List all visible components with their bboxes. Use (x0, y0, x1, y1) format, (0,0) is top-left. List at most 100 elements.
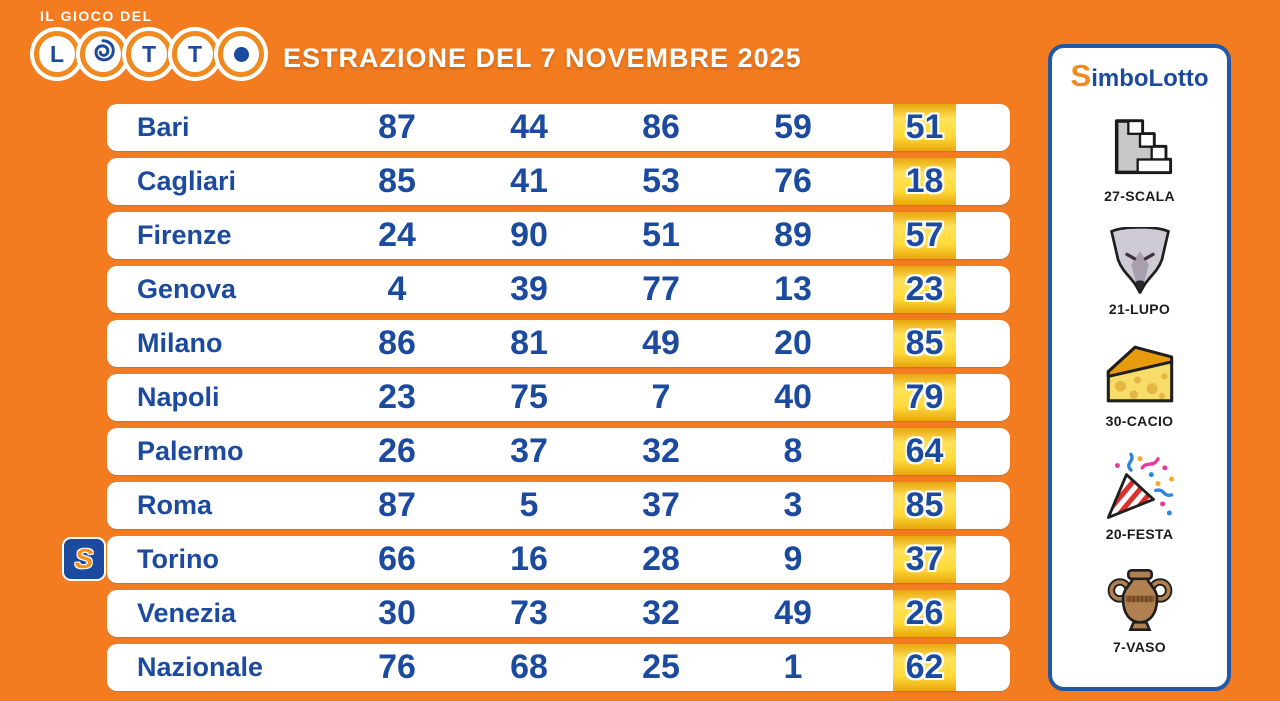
wheel-name: Torino (137, 544, 219, 574)
fifth-number-highlight: 79 (893, 374, 956, 421)
dot-o-icon (233, 46, 249, 62)
wheel-name: Palermo (137, 436, 244, 466)
fifth-number-highlight: 62 (893, 644, 956, 691)
drawn-number: 23 (378, 378, 416, 416)
symbol-label: 7-VASO (1113, 639, 1166, 656)
lotto-letter-l: L (30, 27, 84, 81)
symbol-festa: 20-FESTA (1100, 451, 1180, 542)
table-row-nazionale: Nazionale 76 68 25 1 62 (107, 644, 1010, 691)
wheel-name: Venezia (137, 598, 237, 628)
drawn-number: 9 (783, 540, 803, 578)
table-row-genova: Genova 4 39 77 13 23 (107, 266, 1010, 313)
table-row-bari: Bari 87 44 86 59 51 (107, 104, 1010, 151)
stairs-icon (1100, 113, 1180, 185)
drawn-number: 32 (642, 432, 680, 470)
drawn-number: 86 (378, 324, 416, 362)
amphora-icon (1100, 564, 1180, 636)
fifth-number-highlight: 23 (893, 266, 956, 313)
wolf-icon (1100, 226, 1180, 298)
simbolotto-wheel-badge: S (62, 537, 106, 581)
fifth-number-highlight: 85 (893, 482, 956, 529)
lotto-logo-circles: L T T (30, 27, 268, 81)
drawn-number: 44 (510, 108, 548, 146)
drawn-number: 3 (783, 486, 803, 524)
drawn-number: 76 (774, 162, 812, 200)
fifth-number-highlight: 26 (893, 590, 956, 637)
table-row-napoli: Napoli 23 75 7 40 79 (107, 374, 1010, 421)
table-row-venezia: Venezia 30 73 32 49 26 (107, 590, 1010, 637)
symbol-lupo: 21-LUPO (1100, 226, 1180, 317)
drawn-number: 20 (774, 324, 812, 362)
wheel-name: Genova (137, 274, 237, 304)
drawn-number: 68 (510, 648, 548, 686)
page-title: ESTRAZIONE DEL 7 NOVEMBRE 2025 (283, 43, 802, 73)
drawn-number: 81 (510, 324, 548, 362)
fifth-number-highlight: 57 (893, 212, 956, 259)
lotto-logo-tagline: IL GIOCO DEL (40, 8, 153, 24)
drawn-number: 49 (642, 324, 680, 362)
drawn-number: 4 (387, 270, 407, 308)
wheel-name: Nazionale (137, 652, 264, 682)
table-row-milano: Milano 86 81 49 20 85 (107, 320, 1010, 367)
simbolotto-symbols: 27-SCALA 21-LUPO (1052, 91, 1227, 677)
wheel-name: Bari (137, 112, 190, 142)
wheel-name: Milano (137, 328, 223, 358)
drawn-number: 7 (651, 378, 671, 416)
drawn-number: 39 (510, 270, 548, 308)
fifth-number-highlight: 85 (893, 320, 956, 367)
drawn-number: 75 (510, 378, 548, 416)
lotto-letter-t2: T (168, 27, 222, 81)
fifth-number-highlight: 18 (893, 158, 956, 205)
symbol-label: 20-FESTA (1105, 526, 1174, 543)
symbol-label: 27-SCALA (1104, 187, 1175, 204)
simbolotto-panel: SimboLotto 27-SCALA (1048, 44, 1231, 691)
drawn-number: 37 (642, 486, 680, 524)
wheel-name: Cagliari (137, 166, 237, 196)
drawn-number: 41 (510, 162, 548, 200)
drawn-number: 89 (774, 216, 812, 254)
fifth-number-highlight: 64 (893, 428, 956, 475)
drawn-number: 87 (378, 108, 416, 146)
symbol-label: 30-CACIO (1105, 413, 1174, 430)
wheel-name: Napoli (137, 382, 220, 412)
symbol-label: 21-LUPO (1108, 300, 1171, 317)
fifth-number-highlight: 37 (893, 536, 956, 583)
table-row-palermo: Palermo 26 37 32 8 64 (107, 428, 1010, 475)
drawn-number: 24 (378, 216, 416, 254)
drawn-number: 77 (642, 270, 680, 308)
lotto-letter-t1: T (122, 27, 176, 81)
drawn-number: 1 (783, 648, 803, 686)
lotto-letter-o-spiral (76, 27, 130, 81)
table-row-cagliari: Cagliari 85 41 53 76 18 (107, 158, 1010, 205)
simbolotto-title-rest: imboLotto (1091, 65, 1209, 92)
drawn-number: 87 (378, 486, 416, 524)
drawn-number: 90 (510, 216, 548, 254)
table-row-firenze: Firenze 24 90 51 89 57 (107, 212, 1010, 259)
symbol-scala: 27-SCALA (1100, 113, 1180, 204)
lotto-letter-o-dot (214, 27, 268, 81)
drawn-number: 13 (774, 270, 812, 308)
drawn-number: 49 (774, 594, 812, 632)
table-row-roma: Roma 87 5 37 3 85 (107, 482, 1010, 529)
wheel-name: Firenze (137, 220, 232, 250)
drawn-number: 16 (510, 540, 548, 578)
drawn-number: 8 (783, 432, 803, 470)
drawn-number: 25 (642, 648, 680, 686)
drawn-number: 53 (642, 162, 680, 200)
symbol-cacio: 30-CACIO (1100, 338, 1180, 429)
lotto-logo: IL GIOCO DEL L T T (30, 8, 268, 81)
simbolotto-title: SimboLotto (1071, 60, 1209, 91)
wheel-name: Roma (137, 490, 213, 520)
drawn-number: 30 (378, 594, 416, 632)
drawn-number: 59 (774, 108, 812, 146)
simbolotto-title-s: S (1070, 58, 1092, 93)
drawn-number: 28 (642, 540, 680, 578)
drawn-number: 76 (378, 648, 416, 686)
drawn-number: 51 (642, 216, 680, 254)
cheese-icon (1100, 338, 1180, 410)
party-popper-icon (1100, 451, 1180, 523)
table-row-torino: S Torino 66 16 28 9 37 (62, 536, 1010, 583)
drawn-number: 73 (510, 594, 548, 632)
spiral-o-icon (89, 37, 117, 71)
drawn-number: 26 (378, 432, 416, 470)
